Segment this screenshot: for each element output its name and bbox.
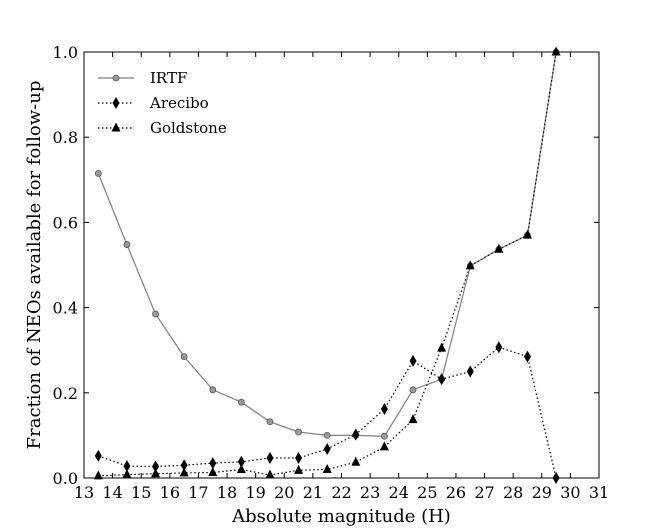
- x-tick-label: 24: [389, 483, 409, 502]
- y-tick-label: 0.0: [53, 469, 78, 488]
- data-point-irtf: [180, 353, 188, 360]
- data-point-goldstone: [351, 456, 361, 466]
- legend-label: Arecibo: [149, 94, 209, 112]
- series-line-goldstone: [98, 51, 557, 477]
- x-tick-label: 25: [417, 483, 437, 502]
- data-point-goldstone: [408, 414, 418, 424]
- data-point-arecibo: [237, 455, 245, 468]
- legend-entry-goldstone: Goldstone: [98, 119, 227, 137]
- x-tick-label: 16: [160, 483, 180, 502]
- x-tick-label: 17: [188, 483, 208, 502]
- x-tick-label: 31: [589, 483, 609, 502]
- data-point-irtf: [152, 310, 159, 318]
- data-point-arecibo: [94, 449, 102, 462]
- data-point-goldstone: [465, 260, 475, 270]
- data-point-irtf: [409, 386, 417, 394]
- x-tick-label: 30: [560, 483, 580, 502]
- x-tick-label: 13: [74, 483, 94, 502]
- x-tick-label: 20: [274, 483, 294, 502]
- data-point-irtf: [323, 431, 331, 439]
- series-arecibo: [94, 341, 560, 484]
- data-point-arecibo: [409, 354, 417, 367]
- data-point-irtf: [209, 386, 217, 394]
- data-point-goldstone: [294, 464, 304, 474]
- data-point-arecibo: [523, 350, 531, 363]
- x-tick-label: 27: [474, 483, 494, 502]
- data-point-goldstone: [151, 468, 161, 478]
- data-point-goldstone: [322, 463, 332, 473]
- legend-marker: [112, 74, 120, 82]
- data-point-arecibo: [295, 451, 303, 464]
- legend: IRTF Arecibo Goldstone: [98, 69, 227, 137]
- series-line-arecibo: [98, 346, 557, 479]
- series-layer: [93, 46, 561, 484]
- x-tick-label: 28: [503, 483, 523, 502]
- data-point-irtf: [381, 432, 388, 440]
- x-tick-label: 14: [102, 483, 122, 502]
- legend-marker: [112, 97, 120, 109]
- data-point-arecibo: [180, 459, 188, 472]
- data-point-goldstone: [93, 470, 103, 480]
- data-point-arecibo: [266, 451, 274, 464]
- x-tick-label: 15: [131, 483, 151, 502]
- data-point-goldstone: [494, 243, 504, 253]
- data-point-goldstone: [437, 342, 447, 352]
- x-tick-label: 22: [331, 483, 351, 502]
- x-tick-label: 26: [446, 483, 466, 502]
- legend-label: IRTF: [150, 69, 187, 87]
- data-point-arecibo: [495, 341, 503, 354]
- x-tick-label: 23: [360, 483, 380, 502]
- data-point-goldstone: [208, 466, 218, 476]
- x-axis-label: Absolute magnitude (H): [231, 506, 451, 527]
- y-tick-label: 0.6: [53, 213, 78, 232]
- data-point-irtf: [295, 428, 302, 436]
- x-tick-label: 18: [217, 483, 237, 502]
- axes-layer: 13 14 15 16 17 18 19 20 21 22 23 24 25 26 27 28 29 30 31 0.…: [53, 43, 610, 502]
- data-point-arecibo: [380, 402, 388, 415]
- data-point-irtf: [266, 418, 274, 426]
- legend-entry-arecibo: Arecibo: [98, 94, 209, 112]
- x-tick-label: 19: [245, 483, 265, 502]
- data-point-irtf: [237, 398, 245, 406]
- data-point-arecibo: [123, 460, 131, 473]
- series-goldstone: [93, 46, 561, 480]
- data-point-goldstone: [179, 467, 189, 477]
- y-tick-label: 1.0: [53, 43, 78, 62]
- x-tick-label: 21: [303, 483, 323, 502]
- data-point-goldstone: [122, 469, 132, 479]
- legend-entry-irtf: IRTF: [98, 69, 187, 87]
- data-point-goldstone: [265, 469, 275, 479]
- data-point-arecibo: [352, 428, 360, 441]
- y-tick-label: 0.2: [53, 384, 78, 403]
- data-point-arecibo: [209, 457, 217, 470]
- legend-label: Goldstone: [150, 119, 227, 137]
- y-tick-label: 0.4: [53, 299, 78, 318]
- data-point-irtf: [94, 170, 102, 177]
- y-axis-label: Fraction of NEOs available for follow-up: [24, 81, 45, 450]
- x-tick-label: 29: [532, 483, 552, 502]
- data-point-arecibo: [152, 460, 160, 473]
- data-point-irtf: [123, 241, 131, 248]
- data-point-goldstone: [379, 441, 389, 451]
- plot-frame: [83, 51, 600, 479]
- data-point-goldstone: [522, 229, 532, 239]
- data-point-goldstone: [236, 463, 246, 473]
- legend-marker: [111, 122, 121, 132]
- data-point-arecibo: [438, 373, 446, 386]
- data-point-arecibo: [323, 443, 331, 456]
- data-point-arecibo: [466, 365, 474, 378]
- data-point-goldstone: [551, 46, 561, 56]
- y-tick-label: 0.8: [53, 128, 78, 147]
